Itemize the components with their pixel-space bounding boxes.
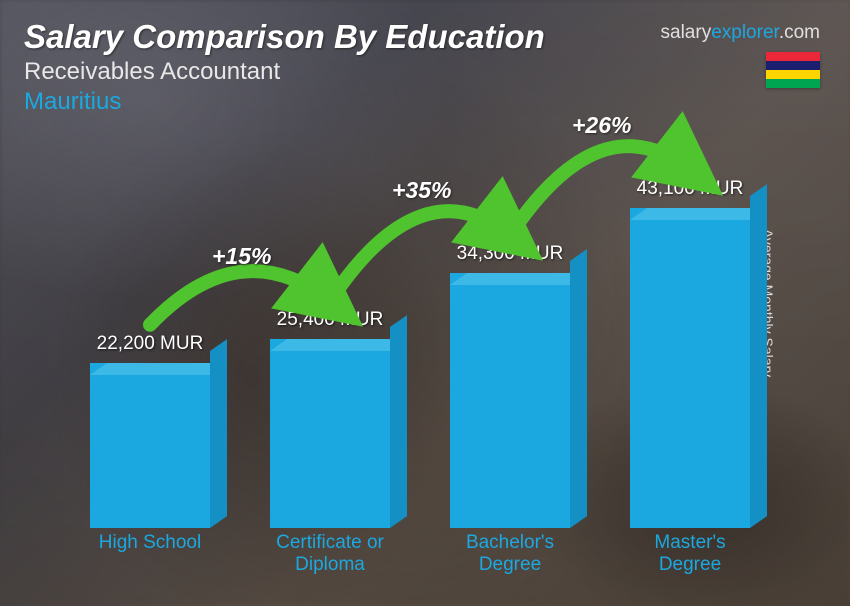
bar-group: 34,300 MUR xyxy=(420,243,600,528)
flag-stripe-2 xyxy=(766,61,820,70)
x-axis-label: High School xyxy=(60,532,240,576)
bar-side-face xyxy=(210,339,227,528)
bar-front-face xyxy=(450,273,570,528)
bar-top-face xyxy=(270,339,407,351)
x-labels: High SchoolCertificate orDiplomaBachelor… xyxy=(60,532,780,576)
chart-area: 22,200 MUR 25,400 MUR 34,300 MUR 43,100 … xyxy=(60,160,780,576)
bar-side-face xyxy=(750,184,767,528)
x-axis-label: Bachelor'sDegree xyxy=(420,532,600,576)
x-axis-label: Certificate orDiploma xyxy=(240,532,420,576)
bar-side-face xyxy=(570,249,587,528)
bar-3d xyxy=(270,339,390,528)
bar-top-face xyxy=(450,273,587,285)
brand-logo: salaryexplorer.com xyxy=(661,22,820,44)
chart-subtitle: Receivables Accountant xyxy=(24,58,826,86)
bar-top-face xyxy=(90,363,227,375)
bar-3d xyxy=(630,208,750,528)
x-axis-label: Master'sDegree xyxy=(600,532,780,576)
bar-group: 25,400 MUR xyxy=(240,309,420,528)
bar-value-label: 43,100 MUR xyxy=(637,178,744,200)
flag-icon xyxy=(766,52,820,88)
bar-group: 43,100 MUR xyxy=(600,178,780,528)
brand-suffix: .com xyxy=(779,22,820,43)
bar-value-label: 25,400 MUR xyxy=(277,309,384,331)
bar-front-face xyxy=(90,363,210,528)
flag-stripe-3 xyxy=(766,70,820,79)
bar-value-label: 34,300 MUR xyxy=(457,243,564,265)
brand-prefix: salary xyxy=(661,22,712,43)
bar-front-face xyxy=(630,208,750,528)
flag-stripe-1 xyxy=(766,52,820,61)
bar-value-label: 22,200 MUR xyxy=(97,333,204,355)
chart-country: Mauritius xyxy=(24,88,826,116)
bar-3d xyxy=(90,363,210,528)
bars-container: 22,200 MUR 25,400 MUR 34,300 MUR 43,100 … xyxy=(60,160,780,528)
bar-top-face xyxy=(630,208,767,220)
bar-front-face xyxy=(270,339,390,528)
bar-3d xyxy=(450,273,570,528)
brand-accent: explorer xyxy=(711,22,779,43)
bar-side-face xyxy=(390,315,407,528)
bar-group: 22,200 MUR xyxy=(60,333,240,528)
flag-stripe-4 xyxy=(766,79,820,88)
